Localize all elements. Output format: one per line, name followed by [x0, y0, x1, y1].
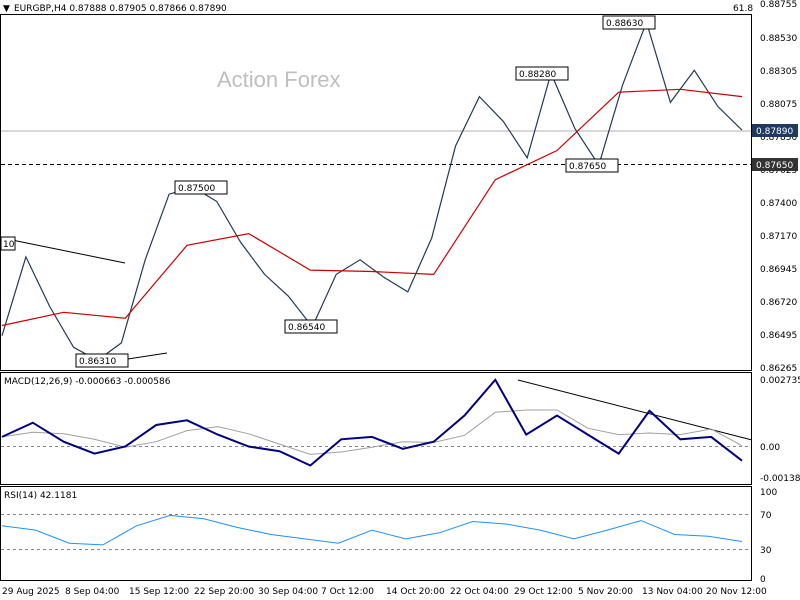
macd-tick: 0.00	[760, 443, 780, 453]
price-trendline-upper	[11, 239, 126, 264]
time-tick: 22 Sep 20:00	[194, 587, 254, 597]
price-tick: 0.87400	[760, 199, 797, 209]
time-tick: 20 Nov 12:00	[706, 587, 767, 597]
svg-text:0.88280: 0.88280	[519, 70, 556, 80]
macd-panel-frame	[0, 372, 752, 485]
time-tick: 22 Oct 04:00	[450, 587, 509, 597]
macd-tick: 0.002735	[760, 376, 800, 386]
time-tick: 7 Oct 12:00	[321, 587, 374, 597]
rsi-tick: 30	[760, 546, 772, 556]
svg-text:0.87650: 0.87650	[756, 161, 793, 171]
time-tick: 15 Sep 12:00	[129, 587, 189, 597]
time-tick: 30 Sep 04:00	[258, 587, 318, 597]
time-tick: 8 Sep 04:00	[65, 587, 120, 597]
price-tick: 0.87850	[760, 133, 797, 143]
rsi-tick: 70	[760, 511, 772, 521]
price-tick: 0.88755	[760, 0, 797, 10]
svg-text:0.86540: 0.86540	[288, 323, 325, 333]
price-tick: 0.88305	[760, 67, 797, 77]
time-tick: 14 Oct 20:00	[386, 587, 445, 597]
rsi-panel-frame	[0, 486, 752, 581]
svg-text:0.87890: 0.87890	[756, 127, 793, 137]
current-price-label: 0.87890	[752, 124, 798, 137]
price-series	[1, 20, 743, 362]
annotation-86540: 0.86540	[284, 319, 338, 334]
rsi-tick: 100	[760, 488, 777, 498]
time-tick: 29 Oct 12:00	[514, 587, 573, 597]
time-axis: 29 Aug 2025 8 Sep 04:00 15 Sep 12:00 22 …	[2, 587, 767, 597]
macd-title: MACD(12,26,9) -0.000663 -0.000586	[4, 377, 171, 387]
svg-text:0.87500: 0.87500	[178, 184, 215, 194]
menu-triangle-icon[interactable]: ▼	[3, 4, 10, 14]
svg-text:10: 10	[3, 240, 15, 250]
annotation-88630: 0.88630	[602, 15, 656, 30]
time-tick: 13 Nov 04:00	[642, 587, 703, 597]
rsi-title: RSI(14) 42.1181	[4, 491, 77, 501]
annotation-87650: 0.87650	[565, 158, 619, 173]
svg-text:0.88630: 0.88630	[606, 19, 643, 29]
time-tick: 29 Aug 2025	[2, 587, 60, 597]
moving-average-series	[1, 88, 743, 327]
annotation-partial-left: 10	[0, 236, 16, 251]
price-tick: 0.87170	[760, 232, 797, 242]
price-tick: 0.86720	[760, 298, 797, 308]
watermark: Action Forex	[217, 67, 341, 92]
time-tick: 5 Nov 20:00	[578, 587, 633, 597]
rsi-series	[1, 514, 743, 546]
price-tick: 0.86945	[760, 265, 797, 275]
ohlc-header: EURGBP,H4 0.87888 0.87905 0.87866 0.8789…	[14, 4, 227, 14]
price-tick: 0.86495	[760, 331, 797, 341]
level-price-label: 0.87650	[752, 158, 798, 171]
price-panel-frame	[0, 14, 752, 371]
price-axis: 0.88755 0.88530 0.88305 0.88075 0.87850 …	[760, 0, 797, 374]
svg-text:0.87650: 0.87650	[569, 162, 606, 172]
rsi-tick: 0	[760, 575, 766, 585]
price-tick: 0.86265	[760, 364, 797, 374]
annotation-87500: 0.87500	[174, 180, 228, 195]
annotation-88280: 0.88280	[515, 66, 569, 81]
macd-series	[1, 378, 743, 467]
macd-tick: -0.001384	[760, 474, 800, 484]
price-tick: 0.88075	[760, 100, 797, 110]
annotation-86310: 0.86310	[75, 353, 129, 368]
corner-value: 61.8	[733, 4, 753, 14]
svg-text:0.86310: 0.86310	[79, 357, 116, 367]
price-tick: 0.88530	[760, 34, 797, 44]
